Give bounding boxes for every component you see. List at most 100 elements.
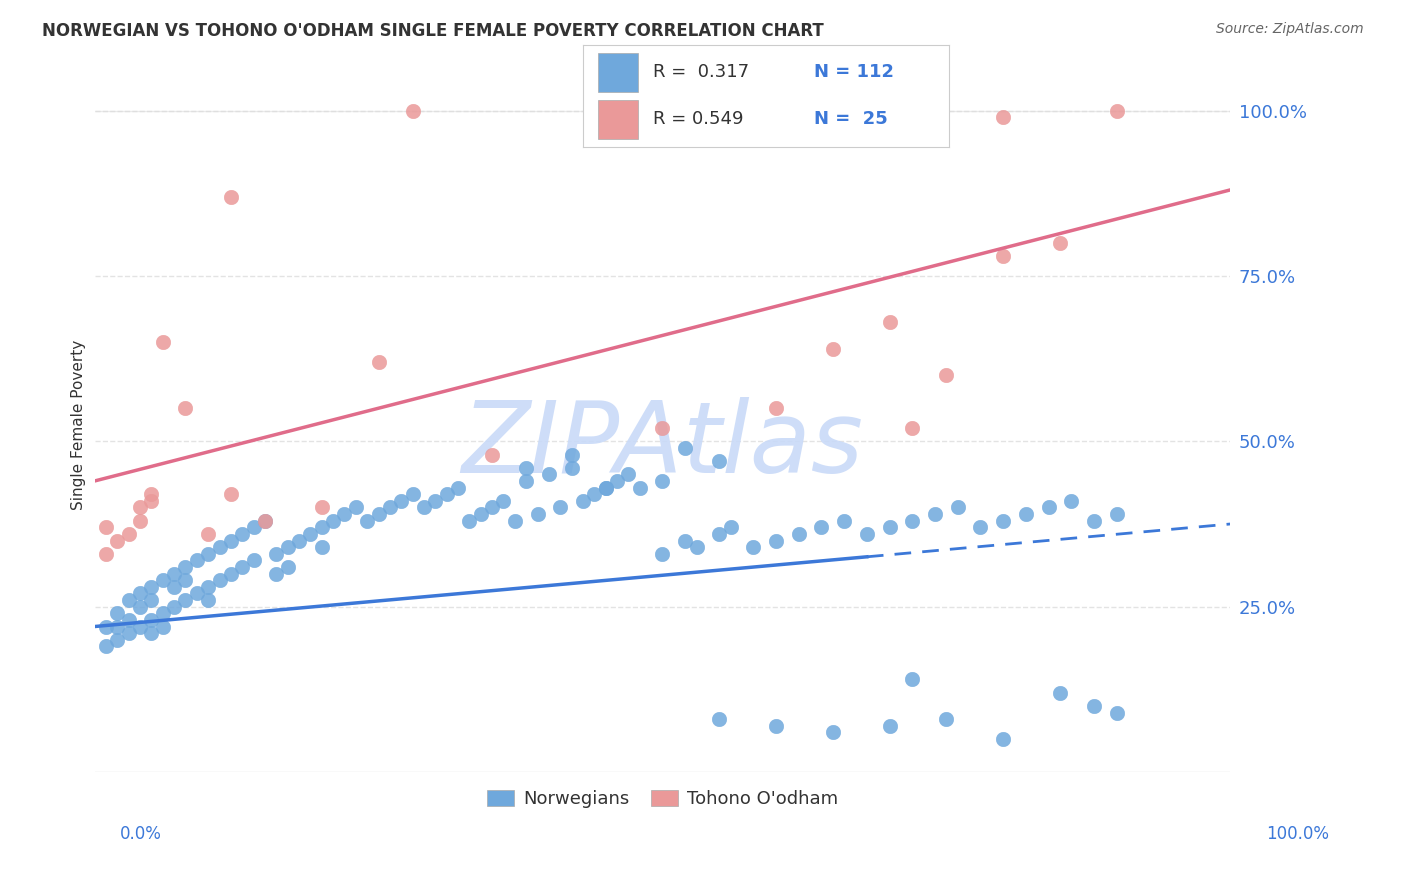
Point <box>219 487 242 501</box>
Point <box>141 487 163 501</box>
Point <box>186 586 208 600</box>
Point <box>946 500 969 515</box>
Point <box>208 540 231 554</box>
Point <box>969 520 991 534</box>
Point <box>174 573 197 587</box>
Point <box>503 514 526 528</box>
Point <box>288 533 311 548</box>
Point <box>299 527 322 541</box>
Point <box>129 514 152 528</box>
Text: 0.0%: 0.0% <box>120 825 162 843</box>
Point <box>821 342 844 356</box>
Point <box>572 493 595 508</box>
Point <box>447 481 470 495</box>
Point <box>470 507 492 521</box>
Point <box>935 712 957 726</box>
Point <box>787 527 810 541</box>
Point <box>1083 514 1105 528</box>
Point <box>651 474 673 488</box>
Point <box>231 527 253 541</box>
Point <box>515 460 537 475</box>
Point <box>129 599 152 614</box>
Point <box>401 487 423 501</box>
Point <box>105 533 128 548</box>
Point <box>413 500 436 515</box>
FancyBboxPatch shape <box>598 53 638 92</box>
Point <box>105 619 128 633</box>
Point <box>1060 493 1083 508</box>
Point <box>935 368 957 383</box>
Point <box>787 103 810 118</box>
Point <box>208 573 231 587</box>
Point <box>991 514 1014 528</box>
Point <box>1049 235 1071 250</box>
Point <box>152 334 174 349</box>
Text: R =  0.317: R = 0.317 <box>652 63 749 81</box>
Point <box>810 520 832 534</box>
Point <box>628 481 651 495</box>
Point <box>709 527 731 541</box>
Point <box>117 613 139 627</box>
Point <box>606 474 628 488</box>
Point <box>174 593 197 607</box>
Point <box>709 712 731 726</box>
FancyBboxPatch shape <box>598 100 638 139</box>
Point <box>186 553 208 567</box>
Point <box>219 189 242 203</box>
Point <box>991 249 1014 263</box>
Point <box>174 401 197 416</box>
Text: NORWEGIAN VS TOHONO O'ODHAM SINGLE FEMALE POVERTY CORRELATION CHART: NORWEGIAN VS TOHONO O'ODHAM SINGLE FEMAL… <box>42 22 824 40</box>
Point <box>583 487 606 501</box>
Point <box>401 103 423 118</box>
Point <box>231 560 253 574</box>
Point <box>537 467 560 482</box>
Point <box>141 580 163 594</box>
Point <box>94 640 117 654</box>
Point <box>481 500 503 515</box>
Point <box>344 500 367 515</box>
Point <box>378 500 401 515</box>
Point <box>367 355 389 369</box>
Point <box>152 607 174 621</box>
Point <box>673 533 696 548</box>
Point <box>832 514 855 528</box>
Point <box>991 731 1014 746</box>
Point <box>901 421 924 435</box>
Point <box>219 533 242 548</box>
Point <box>197 547 219 561</box>
Point <box>129 619 152 633</box>
Point <box>1049 686 1071 700</box>
Point <box>595 481 617 495</box>
Point <box>311 500 333 515</box>
Point <box>901 514 924 528</box>
Point <box>163 580 186 594</box>
Point <box>152 573 174 587</box>
Point <box>253 514 276 528</box>
Point <box>117 626 139 640</box>
Y-axis label: Single Female Poverty: Single Female Poverty <box>72 340 86 510</box>
Point <box>197 527 219 541</box>
Point <box>105 607 128 621</box>
Point <box>105 632 128 647</box>
Point <box>720 520 742 534</box>
Point <box>129 586 152 600</box>
Point <box>481 448 503 462</box>
Point <box>311 540 333 554</box>
Point <box>242 553 264 567</box>
Point <box>436 487 458 501</box>
Text: ZIPAtlas: ZIPAtlas <box>461 397 863 494</box>
Point <box>356 514 378 528</box>
Point <box>561 448 583 462</box>
Point <box>991 110 1014 124</box>
Point <box>765 719 787 733</box>
Text: N = 112: N = 112 <box>814 63 894 81</box>
Point <box>765 401 787 416</box>
Point <box>94 547 117 561</box>
Point <box>742 540 765 554</box>
Point <box>561 460 583 475</box>
Point <box>492 493 515 508</box>
Point <box>1105 706 1128 720</box>
Point <box>651 421 673 435</box>
Point <box>163 599 186 614</box>
Point <box>924 507 946 521</box>
